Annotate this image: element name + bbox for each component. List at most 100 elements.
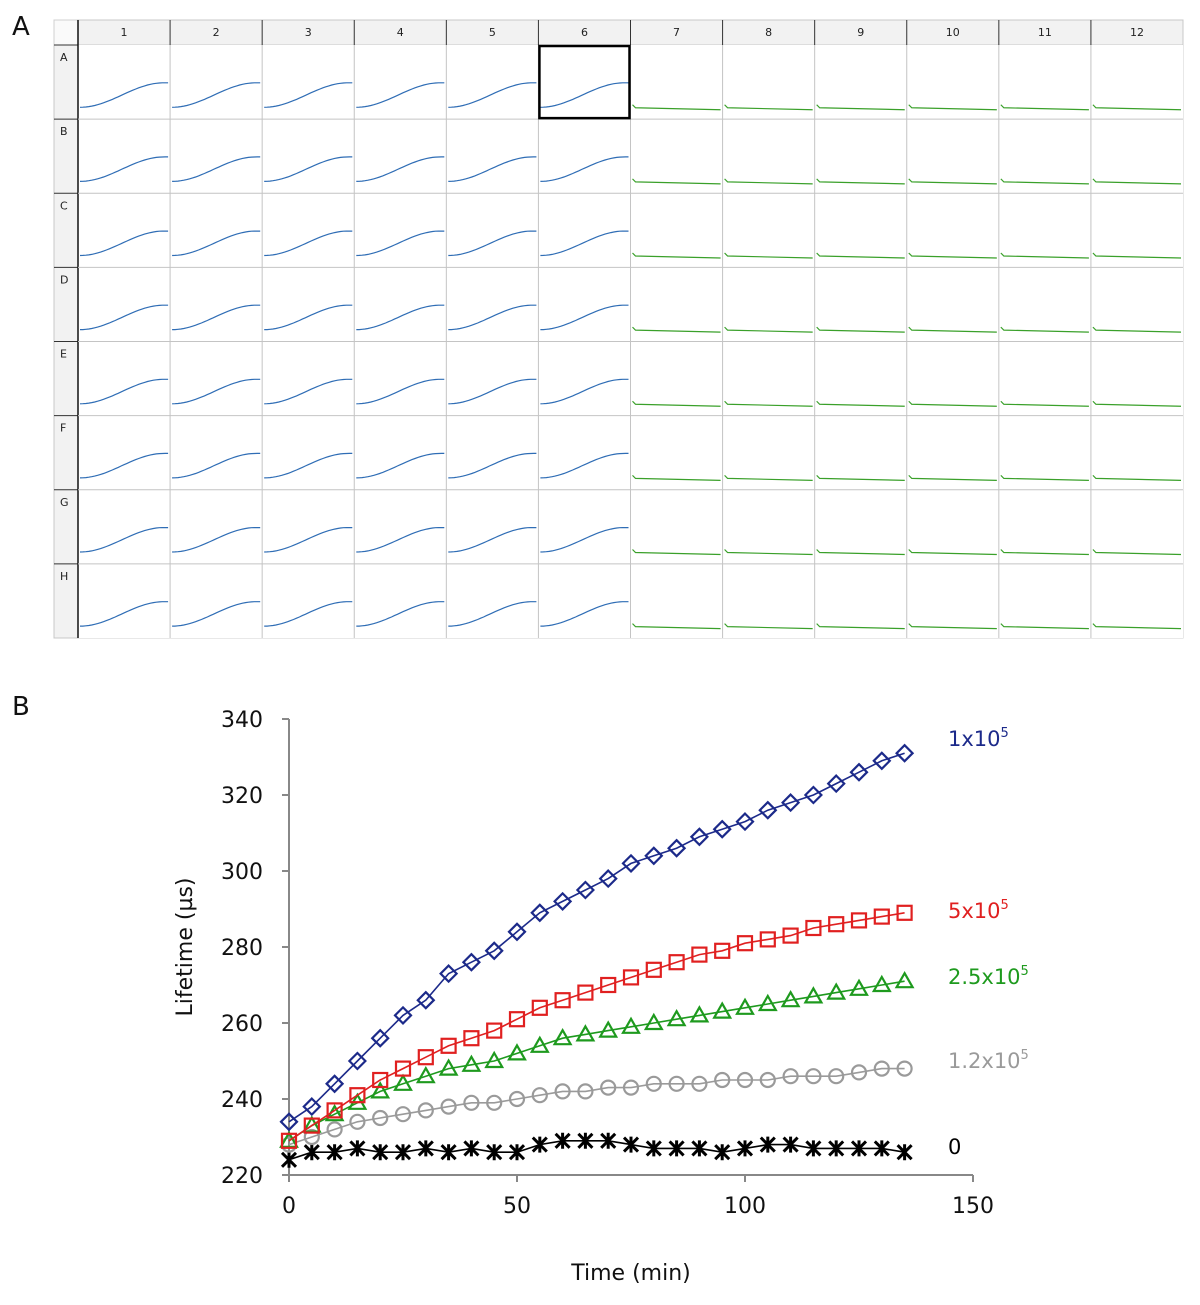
well-curve-B4 xyxy=(356,156,445,182)
series-label-star: 0 xyxy=(948,1135,961,1159)
data-point-triangle xyxy=(689,1005,710,1023)
data-point-star xyxy=(417,1140,434,1157)
data-point-triangle xyxy=(484,1050,505,1069)
row-header-D: D xyxy=(60,273,68,286)
column-header-9: 9 xyxy=(857,26,864,39)
well-curve-A4 xyxy=(356,82,445,108)
column-header-10: 10 xyxy=(946,26,960,39)
data-point-star xyxy=(577,1132,594,1149)
data-point-star xyxy=(714,1144,731,1161)
data-point-circle xyxy=(828,1068,845,1085)
series-circle xyxy=(280,1060,913,1153)
x-tick-label-0: 0 xyxy=(282,1194,296,1219)
data-point-triangle xyxy=(849,978,869,996)
data-point-triangle xyxy=(826,982,847,1000)
well-curve-H2 xyxy=(172,601,261,627)
data-point-circle xyxy=(714,1071,731,1089)
data-point-triangle xyxy=(415,1065,436,1084)
data-point-triangle xyxy=(393,1073,413,1091)
well-curve-F10 xyxy=(908,474,997,481)
data-point-star xyxy=(463,1140,480,1157)
data-point-diamond xyxy=(507,922,527,942)
data-point-diamond xyxy=(484,941,504,961)
well-curve-A8 xyxy=(724,104,813,111)
series-label-circle: 1.2x105 xyxy=(948,1048,1029,1073)
well-curve-C6 xyxy=(540,230,629,257)
well-curve-A3 xyxy=(264,82,353,108)
data-point-triangle xyxy=(871,974,892,993)
data-point-square xyxy=(805,919,822,937)
well-curve-H3 xyxy=(264,601,353,627)
well-curve-C12 xyxy=(1092,252,1182,259)
data-point-diamond xyxy=(530,903,550,923)
well-curve-A2 xyxy=(172,82,261,108)
data-point-circle xyxy=(440,1098,457,1115)
well-curve-C9 xyxy=(816,252,905,259)
well-curve-E11 xyxy=(1000,400,1089,407)
data-point-diamond xyxy=(575,880,595,900)
data-point-triangle xyxy=(643,1012,664,1031)
row-header-E: E xyxy=(60,348,67,361)
well-curve-F5 xyxy=(448,452,537,479)
data-point-diamond xyxy=(439,964,459,984)
data-point-circle xyxy=(303,1128,320,1146)
column-header-4: 4 xyxy=(397,26,404,39)
data-point-square xyxy=(850,912,868,929)
data-point-circle xyxy=(394,1106,412,1123)
column-header-3: 3 xyxy=(305,26,312,39)
column-header-1: 1 xyxy=(121,26,128,39)
data-point-circle xyxy=(736,1071,754,1089)
well-curve-G5 xyxy=(448,527,537,553)
well-curve-D4 xyxy=(356,304,445,331)
data-point-circle xyxy=(326,1121,343,1138)
data-point-star xyxy=(736,1140,754,1157)
series-label-square: 5x105 xyxy=(948,898,1009,923)
x-axis-title: Time (min) xyxy=(570,1261,691,1286)
well-curve-E3 xyxy=(264,378,353,405)
well-curve-C4 xyxy=(356,230,445,257)
row-header-F: F xyxy=(60,422,66,435)
y-axis-title: Lifetime (µs) xyxy=(173,878,198,1017)
data-point-triangle xyxy=(712,1001,733,1019)
well-curve-F9 xyxy=(816,474,905,481)
well-curve-D8 xyxy=(724,326,813,333)
well-curve-H12 xyxy=(1092,623,1182,630)
data-point-diamond xyxy=(644,846,664,866)
well-curve-B10 xyxy=(908,178,997,185)
well-curve-B7 xyxy=(632,178,721,185)
data-point-star xyxy=(486,1144,503,1161)
well-curve-G8 xyxy=(724,549,813,556)
well-curve-F3 xyxy=(264,452,353,479)
data-point-diamond xyxy=(347,1051,367,1071)
well-curve-F11 xyxy=(1000,474,1089,481)
well-curve-C1 xyxy=(79,230,169,257)
data-point-square xyxy=(828,916,845,933)
data-point-diamond xyxy=(393,1005,413,1025)
data-point-triangle xyxy=(735,997,755,1015)
panel-a-letter: A xyxy=(12,12,30,42)
data-point-star xyxy=(896,1144,913,1161)
well-curve-E10 xyxy=(908,400,997,407)
data-point-star xyxy=(622,1136,640,1153)
data-point-circle xyxy=(805,1068,822,1085)
data-point-triangle xyxy=(803,986,824,1004)
data-point-square xyxy=(508,1011,526,1028)
well-curve-E6 xyxy=(540,378,629,405)
row-header-G: G xyxy=(60,496,69,509)
series-triangle xyxy=(279,970,915,1148)
data-point-diamond xyxy=(621,853,641,873)
data-point-star xyxy=(440,1144,457,1161)
data-point-square xyxy=(577,984,594,1001)
well-curve-C11 xyxy=(1000,252,1089,259)
data-point-diamond xyxy=(895,743,915,763)
y-tick-label-300: 300 xyxy=(221,860,263,885)
data-point-triangle xyxy=(438,1058,459,1076)
data-point-triangle xyxy=(370,1081,391,1099)
panel-b-letter: B xyxy=(12,692,30,722)
column-header-5: 5 xyxy=(489,26,496,39)
data-point-square xyxy=(280,1132,298,1149)
well-curve-A11 xyxy=(1000,104,1089,111)
well-curve-G4 xyxy=(356,527,445,553)
